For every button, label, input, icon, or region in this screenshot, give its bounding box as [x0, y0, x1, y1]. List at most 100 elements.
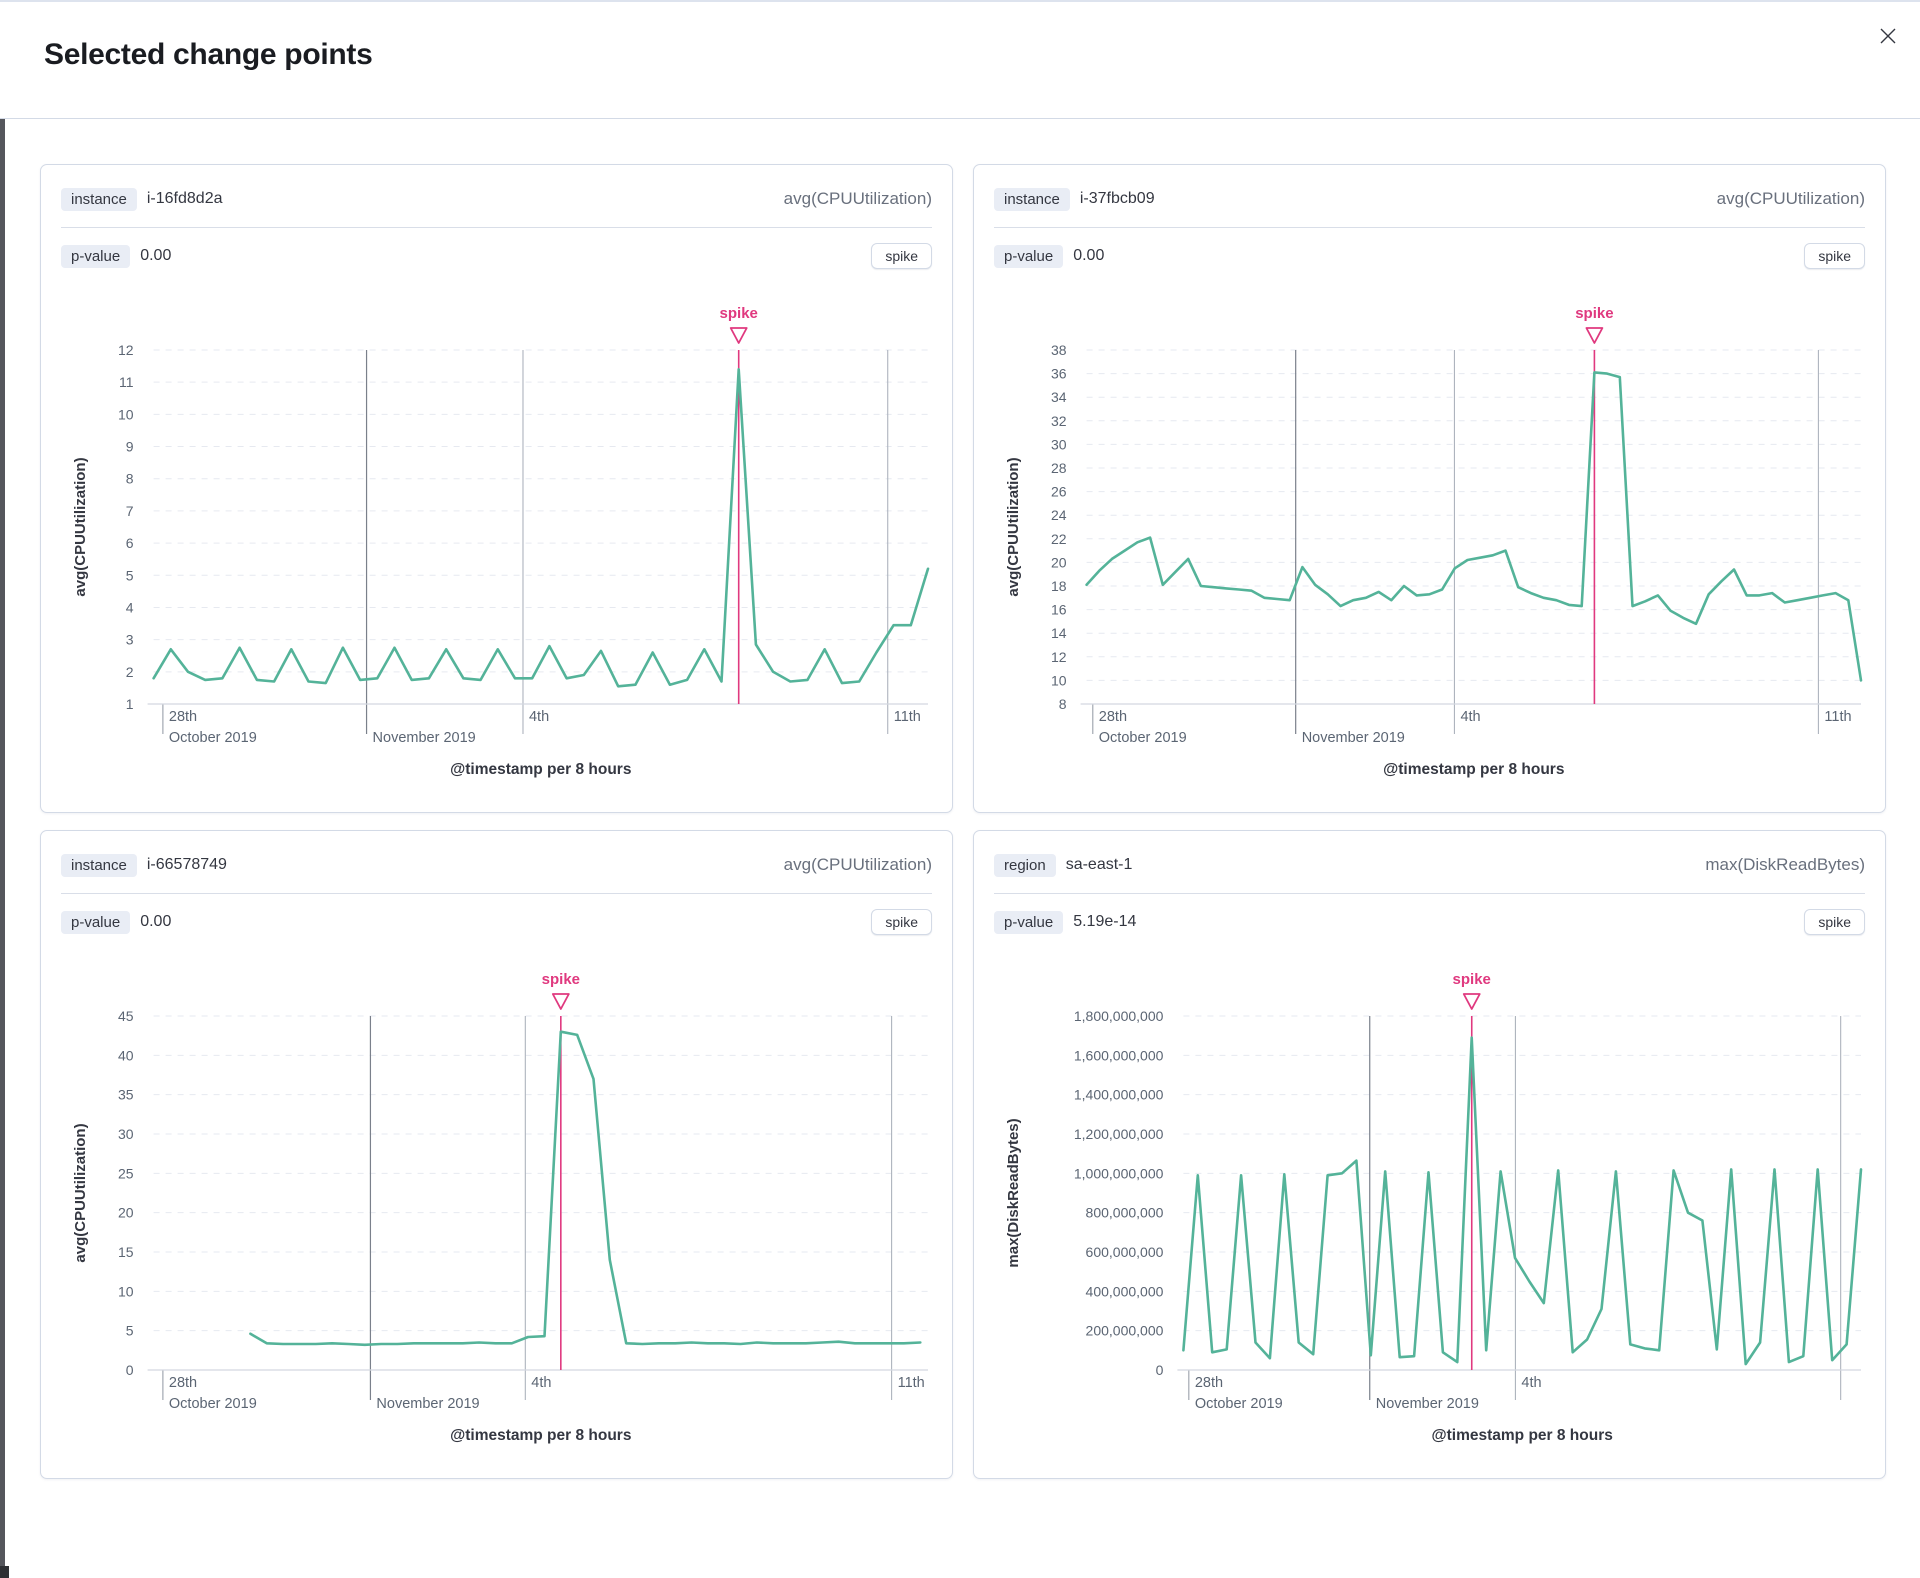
spike-annotation-label: spike	[542, 971, 580, 988]
chart-wrap: 12 11 10 9 8 7 6 5 4 3 2 1 28th October 2019 November …	[61, 284, 932, 759]
y-tick-label: 5	[126, 1323, 134, 1339]
x-tick-label: 4th	[1521, 1375, 1541, 1391]
y-tick-label: 1,600,000,000	[1074, 1047, 1164, 1063]
x-tick-label-month: October 2019	[169, 1396, 257, 1412]
spike-marker-triangle-icon	[1462, 993, 1481, 1010]
p-value-left: p-value 5.19e-14	[994, 910, 1137, 934]
metric-label: avg(CPUUtilization)	[1716, 189, 1865, 208]
y-axis-title: max(DiskReadBytes)	[1005, 1118, 1022, 1267]
p-value-row: p-value 5.19e-14 spike	[994, 906, 1865, 938]
split-field-value: i-16fd8d2a	[146, 190, 223, 207]
spike-filter-button[interactable]: spike	[871, 909, 932, 935]
y-tick-label: 4	[126, 599, 134, 615]
y-tick-label: 15	[118, 1244, 134, 1260]
close-icon[interactable]	[1874, 22, 1902, 50]
modal-title: Selected change points	[44, 38, 373, 71]
change-point-chart: 45 40 35 30 25 20 15 10 5 0 28th October 2019 Novemb…	[72, 971, 928, 1412]
split-field-badge: instance	[994, 187, 1070, 211]
p-value-number: 0.00	[140, 247, 172, 264]
x-tick-label-month: November 2019	[373, 730, 476, 746]
underlying-page-mark	[0, 1566, 9, 1578]
change-point-chart: 1,800,000,000 1,600,000,000 1,400,000,000 1…	[1005, 971, 1863, 1412]
y-tick-label: 20	[1051, 554, 1067, 570]
y-tick-label: 40	[118, 1047, 134, 1063]
y-tick-label: 8	[1059, 696, 1067, 712]
y-tick-label: 32	[1051, 413, 1067, 429]
y-tick-label: 14	[1051, 625, 1067, 641]
split-field-value: sa-east-1	[1065, 856, 1133, 873]
y-tick-label: 11	[119, 374, 134, 390]
y-axis-title: avg(CPUUtilization)	[72, 457, 89, 596]
panel-divider	[61, 893, 932, 894]
y-tick-label: 7	[126, 503, 134, 519]
y-tick-label: 10	[118, 406, 134, 422]
x-tick-label-month: November 2019	[376, 1396, 479, 1412]
x-tick-label: 11th	[894, 709, 921, 725]
p-value-row: p-value 0.00 spike	[61, 240, 932, 272]
spike-filter-button[interactable]: spike	[1804, 243, 1865, 269]
metric-line-series	[1085, 371, 1863, 682]
x-tick-label: 11th	[898, 1375, 925, 1391]
y-axis-title: avg(CPUUtilization)	[1005, 457, 1022, 596]
x-tick-label-month: October 2019	[1099, 730, 1187, 746]
spike-marker-triangle-icon	[551, 993, 570, 1010]
spike-annotation-label: spike	[720, 305, 758, 322]
x-tick-label: 11th	[1824, 709, 1851, 725]
close-x-glyph	[1880, 28, 1896, 44]
x-tick-label: 28th	[1195, 1375, 1223, 1391]
y-tick-label: 22	[1051, 531, 1067, 547]
y-tick-label: 30	[1051, 436, 1067, 452]
y-tick-label: 2	[126, 664, 134, 680]
change-point-chart: 12 11 10 9 8 7 6 5 4 3 2 1 28th October 2019 November …	[72, 305, 930, 746]
x-axis-title: @timestamp per 8 hours	[1431, 1427, 1613, 1444]
metric-label: max(DiskReadBytes)	[1705, 855, 1865, 874]
y-tick-label: 28	[1051, 460, 1067, 476]
x-tick-label-month: October 2019	[1195, 1396, 1283, 1412]
spike-annotation-label: spike	[1453, 971, 1491, 988]
p-value-badge: p-value	[61, 244, 131, 268]
y-tick-label: 45	[118, 1008, 134, 1024]
metric-label: avg(CPUUtilization)	[783, 189, 932, 208]
panel-header: instance i-16fd8d2a avg(CPUUtilization)	[61, 181, 932, 217]
y-tick-label: 16	[1051, 602, 1067, 618]
x-axis-title: @timestamp per 8 hours	[450, 1427, 632, 1444]
y-tick-label: 25	[118, 1165, 134, 1181]
panel-divider	[994, 227, 1865, 228]
panel-header-left: instance i-37fbcb09	[994, 187, 1155, 211]
y-tick-label: 9	[126, 439, 134, 455]
panel-header-left: instance i-16fd8d2a	[61, 187, 223, 211]
metric-line-series	[249, 1030, 922, 1347]
y-tick-label: 10	[1051, 672, 1067, 688]
y-tick-label: 20	[118, 1205, 134, 1221]
panel-header-left: instance i-66578749	[61, 853, 227, 877]
p-value-number: 5.19e-14	[1073, 913, 1137, 930]
p-value-left: p-value 0.00	[994, 244, 1105, 268]
y-tick-label: 6	[126, 535, 134, 551]
panel-header-left: region sa-east-1	[994, 853, 1133, 877]
y-tick-label: 1,000,000,000	[1074, 1165, 1164, 1181]
change-point-panel: region sa-east-1 max(DiskReadBytes) p-value…	[973, 830, 1886, 1479]
y-tick-label: 34	[1051, 389, 1067, 405]
x-tick-label: 4th	[1460, 709, 1480, 725]
chart-wrap: 1,800,000,000 1,600,000,000 1,400,000,000 1…	[994, 950, 1865, 1425]
p-value-badge: p-value	[61, 910, 131, 934]
p-value-left: p-value 0.00	[61, 910, 171, 934]
y-tick-label: 1	[126, 696, 134, 712]
y-tick-label: 600,000,000	[1086, 1244, 1164, 1260]
metric-line-series	[152, 368, 930, 688]
p-value-left: p-value 0.00	[61, 244, 172, 268]
spike-filter-button[interactable]: spike	[1804, 909, 1865, 935]
change-point-chart: 38 36 34 32 30 28 26 24 22 20 18 16 14 12 10 8 28th Octob…	[1005, 305, 1863, 746]
split-field-badge: instance	[61, 187, 137, 211]
y-tick-label: 5	[126, 567, 134, 583]
y-tick-label: 3	[126, 632, 134, 648]
change-point-panels-grid: instance i-16fd8d2a avg(CPUUtilization) p-v…	[40, 164, 1886, 1479]
chart-wrap: 45 40 35 30 25 20 15 10 5 0 28th October 2019 Novemb…	[61, 950, 932, 1425]
y-axis-title: avg(CPUUtilization)	[72, 1123, 89, 1262]
p-value-number: 0.00	[1073, 247, 1105, 264]
spike-annotation-label: spike	[1575, 305, 1613, 322]
spike-filter-button[interactable]: spike	[871, 243, 932, 269]
y-tick-label: 0	[1156, 1362, 1164, 1378]
split-field-value: i-37fbcb09	[1079, 190, 1155, 207]
panel-divider	[994, 893, 1865, 894]
